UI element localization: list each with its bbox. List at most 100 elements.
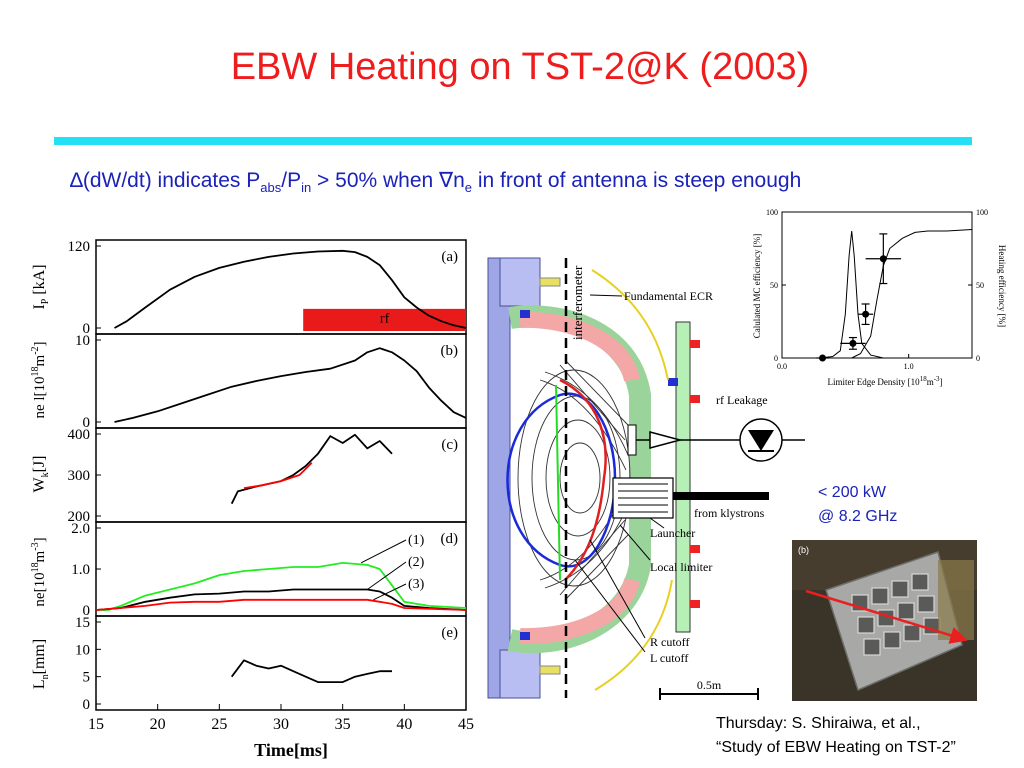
l-cutoff-leader — [574, 559, 646, 653]
panel-b-ylabel: ne l[1018m-2] — [30, 341, 48, 418]
subtitle-n: n — [453, 169, 465, 192]
data-point — [879, 255, 887, 263]
y-tick-label: 2.0 — [71, 521, 90, 537]
x-tick-label: 40 — [396, 716, 412, 733]
credit-line-1: Thursday: S. Shiraiwa, et al., — [716, 715, 921, 732]
x-tick-label: 30 — [273, 716, 289, 733]
scale-bar-label: 0.5m — [697, 678, 722, 692]
r-cutoff-curve — [559, 378, 607, 581]
y-tick-label: 10 — [75, 642, 90, 658]
rf-leakage-label: rf Leakage — [716, 393, 768, 407]
blue-marker-3 — [520, 632, 530, 640]
r-cutoff-label: R cutoff — [650, 635, 689, 649]
series-label: (1) — [408, 533, 425, 548]
subtitle-part3: in front of antenna is steep enough — [472, 169, 802, 192]
data-point — [819, 354, 827, 362]
l-cutoff-label: L cutoff — [650, 651, 688, 665]
subtitle-part1: (dW/dt) indicates P — [82, 169, 261, 192]
trace-line — [230, 659, 392, 683]
trace-line — [114, 347, 467, 423]
efficiency-inset-chart: 0 50 100 0 50 100 0.0 1.0 Calulated MC efficien… — [733, 196, 1024, 396]
y-tick-label: 400 — [68, 427, 91, 443]
y-tick-label: 0 — [83, 321, 91, 337]
launcher-leader — [649, 517, 665, 529]
panel-tag: (b) — [441, 343, 459, 359]
trace-line — [96, 562, 467, 611]
blue-marker-1 — [668, 378, 678, 386]
inset-y-tick-label: 0 — [774, 354, 778, 363]
panel-tag: (d) — [441, 531, 459, 547]
subtitle: ∆(dW/dt) indicates Pabs/Pin > 50% when ∇… — [70, 168, 801, 195]
subtitle-sub-e: e — [464, 180, 473, 196]
blue-marker-2 — [520, 310, 530, 318]
rf-window-bar — [303, 308, 466, 331]
credit-note: Thursday: S. Shiraiwa, et al., “Study of… — [716, 712, 956, 760]
slide-title: EBW Heating on TST-2@K (2003) — [230, 46, 810, 88]
inset-xlabel: Limiter Edge Density [1018m-3] — [827, 375, 942, 387]
x-tick-label: 35 — [335, 716, 351, 733]
power-label: < 200 kW — [818, 484, 887, 501]
trace-line — [243, 462, 313, 489]
y-tick-label: 5 — [83, 670, 91, 686]
panel-tag: (a) — [441, 249, 458, 265]
panel-d-ylabel: ne[1018m-3] — [30, 537, 48, 606]
subtitle-nabla: ∇ — [439, 169, 454, 192]
photo-flange — [938, 560, 974, 640]
mc-efficiency-curve — [819, 230, 884, 359]
fundamental-ecr-line — [555, 384, 561, 581]
inset-right-ylabel: Heating efficiency [%] — [997, 245, 1007, 327]
y-tick-label: 1.0 — [71, 562, 90, 578]
panel-e-ylabel: Ln[mm] — [31, 639, 51, 689]
series-label-leader — [360, 539, 407, 564]
x-tick-label: 15 — [88, 716, 104, 733]
subtitle-delta: ∆ — [70, 169, 83, 192]
limiter-leader — [619, 524, 651, 561]
leakage-antenna-icon — [649, 431, 683, 449]
y-tick-label: 200 — [68, 509, 91, 525]
y-tick-label: 0 — [83, 603, 91, 619]
data-point — [849, 339, 857, 347]
upper-limiter-band — [519, 311, 640, 383]
red-marker-4 — [690, 600, 700, 608]
upper-ecr-guide — [591, 269, 669, 381]
klystron-feed — [673, 492, 769, 500]
inset-x-tick-label: 0.0 — [777, 362, 787, 371]
l-cutoff-curve — [506, 392, 617, 568]
y-tick-label: 0 — [83, 697, 91, 713]
photo-horn-array — [851, 573, 941, 656]
y-tick-label: 10 — [75, 333, 90, 349]
leakage-probe — [627, 424, 637, 456]
upper-coil-block — [499, 257, 541, 307]
subtitle-sub-abs: abs — [260, 180, 282, 196]
y-tick-label: 120 — [68, 239, 91, 255]
series-label: (2) — [408, 555, 425, 570]
panel-c-ylabel: Wk[J] — [31, 456, 51, 493]
subtitle-slash: /P — [281, 169, 302, 192]
series-label: (3) — [408, 577, 425, 592]
inset-y2-tick-label: 50 — [976, 281, 984, 290]
subtitle-part2: > 50% when — [311, 169, 440, 192]
title-divider — [54, 137, 972, 145]
y-tick-label: 300 — [68, 468, 91, 484]
y-tick-label: 15 — [75, 615, 90, 631]
frequency-label: @ 8.2 GHz — [818, 508, 897, 525]
inset-y-tick-label: 50 — [770, 281, 778, 290]
time-trace-chart: rf0120(a)010(b)200300400(c)01.02.0(d)(1)… — [30, 239, 474, 760]
heating-efficiency-curve — [851, 229, 973, 359]
x-tick-label: 25 — [211, 716, 227, 733]
lower-coil-block — [499, 649, 541, 699]
lower-port-flange — [539, 665, 561, 675]
inset-left-ylabel: Calulated MC efficiency [%] — [752, 234, 762, 339]
subtitle-sub-in: in — [301, 180, 312, 196]
series-label-leader — [373, 583, 407, 601]
inset-y-tick-label: 100 — [766, 208, 778, 217]
lower-ecr-guide — [594, 579, 673, 691]
photo-panel-label: (b) — [798, 545, 809, 555]
trace-line — [95, 588, 467, 611]
series-label-leader — [367, 561, 407, 590]
red-marker-1 — [690, 340, 700, 348]
lower-limiter-band — [519, 577, 640, 645]
trace-line — [95, 598, 467, 611]
launcher-photo: (b) — [792, 540, 977, 701]
